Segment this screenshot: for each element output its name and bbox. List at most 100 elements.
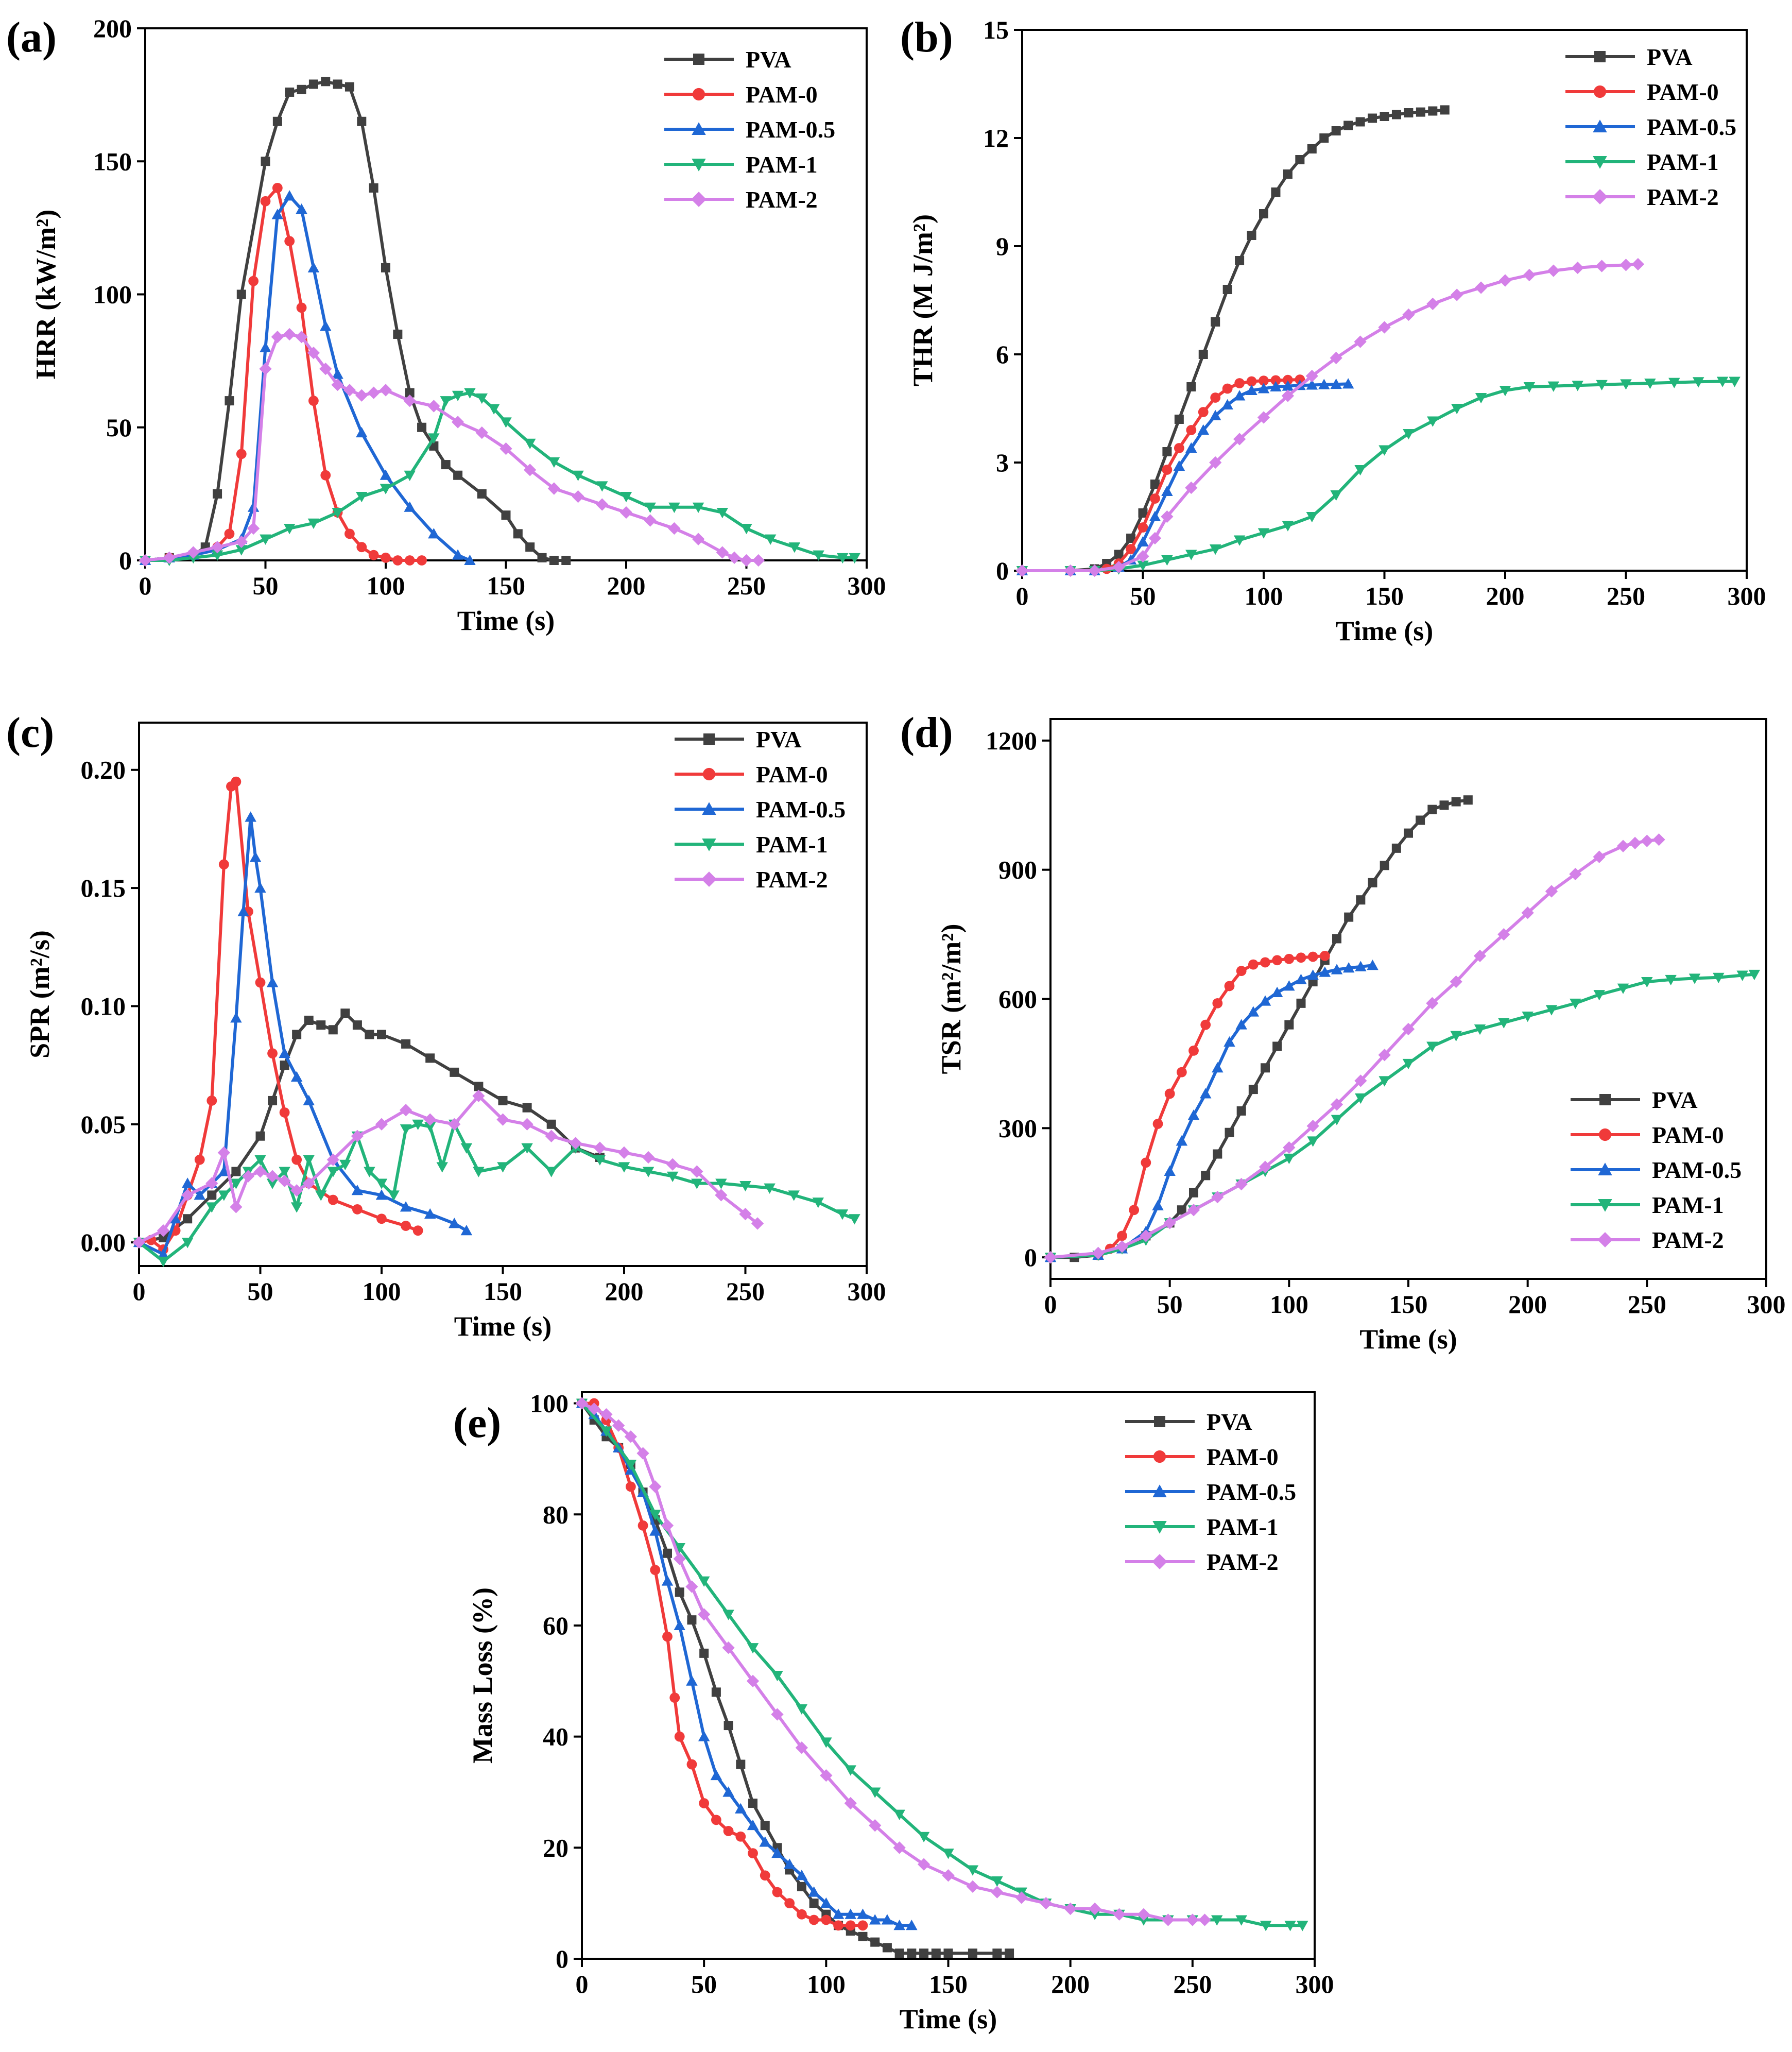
x-tick-label: 150 xyxy=(484,1277,522,1306)
data-point xyxy=(1283,980,1295,991)
data-point xyxy=(625,1460,637,1470)
data-point xyxy=(698,1576,710,1587)
legend-label: PAM-1 xyxy=(746,151,818,178)
data-point xyxy=(460,1143,473,1154)
data-point xyxy=(472,1089,485,1102)
data-point xyxy=(1620,379,1632,390)
data-point xyxy=(1378,1049,1391,1062)
data-point xyxy=(967,1865,979,1876)
data-point xyxy=(412,1225,423,1236)
data-point xyxy=(297,84,306,94)
data-point xyxy=(513,529,523,539)
data-point xyxy=(1402,308,1415,321)
data-point xyxy=(218,1190,230,1201)
data-point xyxy=(441,460,451,470)
x-tick-label: 200 xyxy=(607,571,646,600)
data-point xyxy=(496,1113,509,1126)
data-point xyxy=(548,457,560,468)
data-point xyxy=(668,522,681,535)
panel-letter: (d) xyxy=(900,709,953,757)
data-point xyxy=(893,1920,905,1930)
data-point xyxy=(771,1671,783,1682)
data-point xyxy=(290,1202,303,1213)
data-point xyxy=(711,1687,721,1697)
series-pam-2 xyxy=(1015,258,1645,577)
data-point xyxy=(236,449,247,459)
legend-marker xyxy=(693,54,704,65)
data-point xyxy=(412,1119,424,1131)
series-line xyxy=(1050,964,1373,1259)
series-line xyxy=(1022,108,1445,572)
data-point xyxy=(722,1641,735,1654)
data-point xyxy=(808,1886,820,1897)
data-point xyxy=(575,1397,589,1410)
data-point xyxy=(1307,969,1319,980)
data-point xyxy=(1379,445,1390,456)
data-point xyxy=(364,1167,375,1177)
data-point xyxy=(1248,1085,1258,1095)
data-point xyxy=(537,553,547,562)
data-point xyxy=(428,433,440,444)
x-tick-label: 100 xyxy=(363,1277,401,1306)
data-point xyxy=(303,1155,315,1166)
data-point xyxy=(1295,155,1305,164)
data-point xyxy=(367,386,380,399)
legend-label: PAM-0 xyxy=(1207,1444,1279,1470)
series-pva xyxy=(134,1008,605,1247)
data-point xyxy=(919,1948,929,1958)
legend-label: PAM-0.5 xyxy=(756,796,846,823)
data-point xyxy=(425,1053,435,1063)
data-point xyxy=(1547,264,1560,277)
data-point xyxy=(1416,107,1425,117)
data-point xyxy=(355,389,368,402)
x-tick-label: 150 xyxy=(1389,1290,1428,1319)
series-pam-0-5 xyxy=(139,190,476,565)
series-line xyxy=(580,1402,912,1927)
series-line xyxy=(145,194,471,562)
data-point xyxy=(320,470,331,481)
data-point xyxy=(521,1118,533,1131)
data-point xyxy=(194,1154,205,1165)
data-point xyxy=(477,489,487,499)
data-point xyxy=(637,1520,648,1531)
series-line xyxy=(1022,263,1639,572)
x-axis-label: Time (s) xyxy=(457,605,555,636)
legend-marker xyxy=(1594,51,1606,62)
data-point xyxy=(1451,288,1463,301)
data-point xyxy=(691,1178,703,1189)
series-pam-2 xyxy=(132,1089,764,1249)
data-point xyxy=(181,1189,194,1202)
y-axis-label: TSR (m²/m²) xyxy=(936,924,967,1074)
data-point xyxy=(321,77,331,87)
chart-panel-e: 0 50 100 150 200 250 300 0 20 40 60 80 100 Time (s) Ma… xyxy=(453,1389,1334,2034)
data-point xyxy=(1148,532,1162,545)
data-point xyxy=(685,1580,698,1593)
data-point xyxy=(1164,1165,1176,1176)
data-point xyxy=(549,556,559,565)
data-point xyxy=(1222,383,1233,394)
data-point xyxy=(649,1510,661,1520)
legend: PVA PAM-0 PAM-0.5 PAM-1 PAM-2 xyxy=(675,726,846,893)
data-point xyxy=(992,1948,1002,1958)
data-point xyxy=(500,417,512,428)
data-point xyxy=(1416,815,1425,825)
data-point xyxy=(254,1155,266,1166)
data-point xyxy=(404,555,415,566)
data-point xyxy=(1450,975,1462,988)
data-point xyxy=(1209,456,1222,469)
data-point xyxy=(1331,1115,1343,1125)
legend-marker xyxy=(692,122,706,135)
y-tick-label: 0 xyxy=(996,556,1009,585)
series-pva xyxy=(141,77,571,565)
data-point xyxy=(1224,981,1235,991)
data-point xyxy=(692,502,704,513)
legend-label: PAM-2 xyxy=(1207,1549,1279,1575)
data-point xyxy=(315,1190,327,1201)
data-point xyxy=(666,1171,679,1182)
data-point xyxy=(1271,187,1281,197)
data-point xyxy=(1330,351,1342,365)
data-point xyxy=(1272,955,1283,966)
data-point xyxy=(1282,380,1294,391)
data-point xyxy=(837,553,849,564)
data-point xyxy=(1015,564,1029,577)
